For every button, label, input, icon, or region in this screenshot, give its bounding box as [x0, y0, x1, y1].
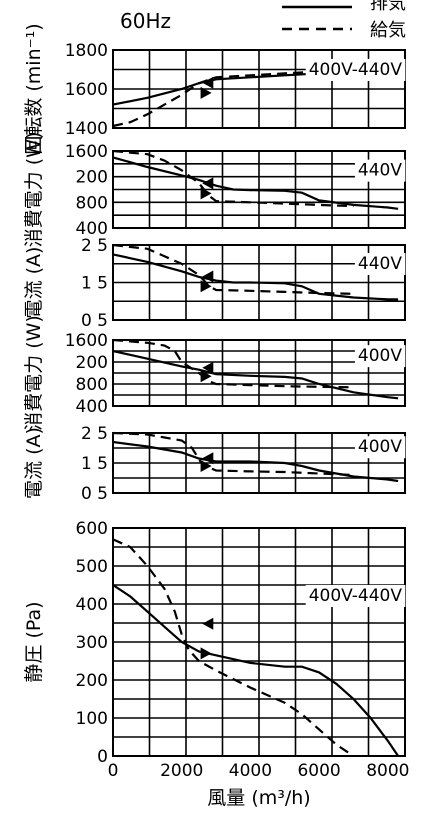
- y-tick-label: 400: [76, 219, 108, 239]
- y-tick-label: 400: [76, 397, 108, 417]
- x-tick-label: 2000: [160, 761, 203, 781]
- operating-point-arrow: [202, 452, 214, 465]
- series-line-exhaust: [112, 440, 399, 483]
- y-axis-label: 静圧 (Pa): [23, 601, 45, 682]
- x-tick-label: 8000: [366, 761, 409, 781]
- series-line-supply: [112, 149, 354, 208]
- series-line-exhaust: [112, 349, 399, 400]
- series-line-supply: [112, 69, 354, 128]
- y-tick-label: 1600: [65, 142, 108, 162]
- annotation-background: [354, 345, 406, 368]
- operating-point-arrow: [202, 76, 214, 89]
- y-tick-label: 0 5: [81, 311, 108, 331]
- y-tick-label: 1600: [65, 331, 108, 351]
- y-tick-label: 0: [97, 747, 108, 767]
- y-tick-label: 600: [76, 519, 108, 539]
- operating-point-arrow: [200, 647, 212, 660]
- y-tick-label: 500: [76, 557, 108, 577]
- y-tick-label: 2 5: [81, 424, 108, 444]
- panel-6: 0 100 200 300 400 500 600 400V-440V 静圧 (Pa) 0 2000…: [23, 519, 409, 809]
- operating-point-arrow: [200, 370, 212, 383]
- panel-annotation: 400V-440V: [309, 60, 403, 80]
- operating-point-arrow: [200, 460, 212, 472]
- panel-1: 1400 1600 1800 400V-440V 回転数 (min⁻¹): [23, 23, 406, 155]
- y-tick-label: 400: [76, 595, 108, 615]
- annotation-background: [354, 436, 406, 459]
- y-axis-label: 消費電力 (W): [23, 132, 45, 248]
- operating-point-arrow: [202, 361, 214, 374]
- series-line-exhaust: [112, 584, 400, 757]
- y-axis-label: 回転数 (min⁻¹): [23, 23, 45, 154]
- y-tick-label: 800: [76, 193, 108, 213]
- panel-annotation: 400V: [358, 346, 402, 366]
- y-tick-label: 1 5: [81, 454, 108, 474]
- panel-3: 0 5 1 5 2 5 440V 電流 (A): [23, 236, 406, 331]
- panel-2: 400 800 200 1600 440V 消費電力 (W): [23, 132, 406, 248]
- y-tick-label: 300: [76, 633, 108, 653]
- y-axis-label: 消費電力 (W): [23, 315, 45, 431]
- x-tick-label: 6000: [297, 761, 340, 781]
- annotation-background: [305, 58, 406, 81]
- x-tick-label: 4000: [229, 761, 272, 781]
- y-tick-label: 200: [76, 671, 108, 691]
- y-tick-label: 800: [76, 375, 108, 395]
- series-line-exhaust: [112, 253, 399, 301]
- y-axis-label: 電流 (A): [23, 427, 45, 499]
- y-tick-label: 1600: [65, 80, 108, 100]
- panel-annotation: 400V: [358, 437, 402, 457]
- y-tick-label: 1400: [65, 119, 108, 139]
- legend-exhaust-label: 排気: [370, 0, 406, 14]
- x-tick-label: 0: [108, 761, 119, 781]
- series-line-supply: [112, 243, 354, 295]
- panel-annotation: 440V: [358, 254, 402, 274]
- annotation-background: [354, 253, 406, 275]
- frequency-label: 60Hz: [120, 9, 171, 33]
- operating-point-arrow: [202, 177, 214, 190]
- panel-5: 0 5 1 5 2 5 400V 電流 (A): [23, 424, 406, 504]
- panel-annotation: 400V-440V: [309, 586, 403, 606]
- y-tick-label: 2 5: [81, 236, 108, 256]
- y-axis-label: 電流 (A): [23, 247, 45, 319]
- operating-point-arrow: [200, 86, 212, 99]
- y-tick-label: 200: [76, 168, 108, 188]
- y-tick-label: 0 5: [81, 484, 108, 504]
- operating-point-arrow: [200, 280, 212, 293]
- y-tick-label: 100: [76, 709, 108, 729]
- y-tick-label: 1800: [65, 41, 108, 61]
- operating-point-arrow: [202, 270, 214, 283]
- series-line-supply: [112, 538, 355, 757]
- operating-point-arrow: [202, 617, 214, 630]
- panel-annotation: 440V: [358, 161, 402, 181]
- annotation-background: [354, 159, 406, 182]
- x-axis-label: 風量 (m³/h): [207, 787, 310, 809]
- operating-point-arrow: [200, 187, 212, 200]
- series-line-exhaust: [112, 156, 399, 210]
- annotation-background: [305, 584, 406, 607]
- y-tick-label: 1 5: [81, 274, 108, 294]
- y-tick-label: 200: [76, 353, 108, 373]
- legend-supply-label: 給気: [370, 20, 406, 41]
